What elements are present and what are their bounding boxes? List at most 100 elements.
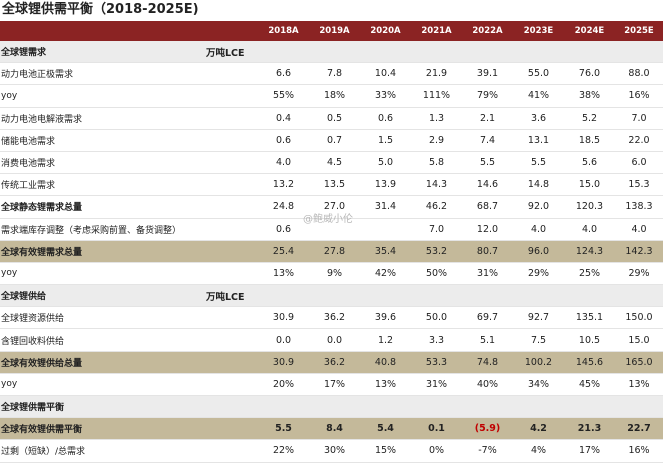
header-year: 2023E <box>513 21 564 41</box>
table-cell: 27.0 <box>309 195 360 219</box>
table-cell: 13.2 <box>258 173 309 197</box>
table-cell: 25% <box>564 262 615 286</box>
table-cell: 142.3 <box>615 240 663 263</box>
table-cell: 0.6 <box>360 107 411 130</box>
table-cell: 5.5 <box>258 417 309 441</box>
table-cell <box>360 284 411 308</box>
table-cell: 111% <box>411 84 462 108</box>
table-cell: 4.0 <box>615 218 663 241</box>
table-cell: 13% <box>258 262 309 286</box>
table-cell: 4.5 <box>309 151 360 175</box>
table-cell: 15.0 <box>615 328 663 352</box>
row-unit <box>206 351 258 374</box>
table-cell <box>411 284 462 308</box>
table-cell: 31.4 <box>360 195 411 219</box>
table-cell <box>462 284 513 308</box>
table-cell: 12.0 <box>462 218 513 241</box>
table-cell: 5.8 <box>411 151 462 175</box>
row-label: 传统工业需求 <box>0 173 206 197</box>
table-row: 动力电池正极需求 6.6 7.8 10.4 21.9 39.1 55.0 76.0 88.0 <box>0 62 663 86</box>
row-unit <box>206 373 258 397</box>
row-unit: 万吨LCE <box>206 284 258 308</box>
table-cell: 30.9 <box>258 351 309 374</box>
table-cell: 15% <box>360 439 411 463</box>
table-cell: 1.2 <box>360 328 411 352</box>
header-blank-unit <box>206 21 258 41</box>
table-cell: 5.5 <box>513 151 564 175</box>
row-label: yoy <box>0 262 206 286</box>
table-cell: 4.0 <box>513 218 564 241</box>
table-cell: 7.5 <box>513 328 564 352</box>
table-cell: 53.3 <box>411 351 462 374</box>
table-cell <box>411 395 462 419</box>
table-cell: 76.0 <box>564 62 615 86</box>
table-cell: 15.0 <box>564 173 615 197</box>
table-cell: 0.1 <box>411 417 462 441</box>
row-label: 消费电池需求 <box>0 151 206 175</box>
table-cell: 15.3 <box>615 173 663 197</box>
table-row: 需求端库存调整（考虑采购前置、备货调整） 0.6 7.0 12.0 4.0 4.0 4.0 <box>0 218 663 241</box>
table-cell: 1.3 <box>411 107 462 130</box>
table-cell: 79% <box>462 84 513 108</box>
table-cell: 38% <box>564 84 615 108</box>
row-label: 全球静态锂需求总量 <box>0 195 206 219</box>
table-cell: 36.2 <box>309 351 360 374</box>
table-row: 动力电池电解液需求 0.4 0.5 0.6 1.3 2.1 3.6 5.2 7.0 <box>0 107 663 130</box>
header-year: 2018A <box>258 21 309 41</box>
table-cell: 27.8 <box>309 240 360 263</box>
table-cell: 135.1 <box>564 306 615 330</box>
table-cell: 7.0 <box>615 107 663 130</box>
row-label: 全球锂供需平衡 <box>0 395 206 419</box>
table-cell: 7.4 <box>462 129 513 152</box>
table-cell <box>309 284 360 308</box>
table-cell: 4% <box>513 439 564 463</box>
table-cell: 36.2 <box>309 306 360 330</box>
table-row: yoy 55% 18% 33% 111% 79% 41% 38% 16% <box>0 84 663 108</box>
table-cell: 53.2 <box>411 240 462 263</box>
table-row: 全球有效锂供给总量 30.9 36.2 40.8 53.3 74.8 100.2 145.6 1… <box>0 351 663 374</box>
table-cell: 24.8 <box>258 195 309 219</box>
table-cell <box>258 395 309 419</box>
row-label: 动力电池电解液需求 <box>0 107 206 130</box>
table-cell: 80.7 <box>462 240 513 263</box>
table-cell: 14.3 <box>411 173 462 197</box>
header-blank <box>0 21 206 41</box>
table-cell: 5.6 <box>564 151 615 175</box>
table-cell: 0.0 <box>309 328 360 352</box>
table-cell: 21.3 <box>564 417 615 441</box>
table-cell <box>258 41 309 64</box>
table-cell: 55.0 <box>513 62 564 86</box>
table-row: 全球锂供给 万吨LCE <box>0 284 663 308</box>
table-cell: 0.4 <box>258 107 309 130</box>
table-cell: 14.8 <box>513 173 564 197</box>
table-cell <box>564 284 615 308</box>
table-cell: 7.0 <box>411 218 462 241</box>
table-row: 传统工业需求 13.2 13.5 13.9 14.3 14.6 14.8 15.0 15.3 <box>0 173 663 197</box>
row-unit <box>206 195 258 219</box>
table-cell: 20% <box>258 373 309 397</box>
table-cell <box>411 41 462 64</box>
table-cell <box>258 284 309 308</box>
row-unit <box>206 107 258 130</box>
table-cell: 10.5 <box>564 328 615 352</box>
row-label: 动力电池正极需求 <box>0 62 206 86</box>
table-cell <box>360 41 411 64</box>
table-cell: 1.5 <box>360 129 411 152</box>
table-cell: 3.3 <box>411 328 462 352</box>
row-label: 过剩（短缺）/总需求 <box>0 439 206 463</box>
table-cell <box>360 395 411 419</box>
table-cell: 35.4 <box>360 240 411 263</box>
table-cell <box>564 395 615 419</box>
table-row: 全球有效锂需求总量 25.4 27.8 35.4 53.2 80.7 96.0 124.3 14… <box>0 240 663 263</box>
row-label: 全球锂资源供给 <box>0 306 206 330</box>
table-cell: 21.9 <box>411 62 462 86</box>
table-cell: 45% <box>564 373 615 397</box>
row-unit <box>206 417 258 441</box>
lithium-balance-table: 2018A 2019A 2020A 2021A 2022A 2023E 2024… <box>0 21 663 463</box>
table-cell: 0.0 <box>258 328 309 352</box>
table-cell: 92.0 <box>513 195 564 219</box>
table-row: yoy 13% 9% 42% 50% 31% 29% 25% 29% <box>0 262 663 286</box>
table-cell: 18.5 <box>564 129 615 152</box>
row-label: 储能电池需求 <box>0 129 206 152</box>
table-cell: 50% <box>411 262 462 286</box>
